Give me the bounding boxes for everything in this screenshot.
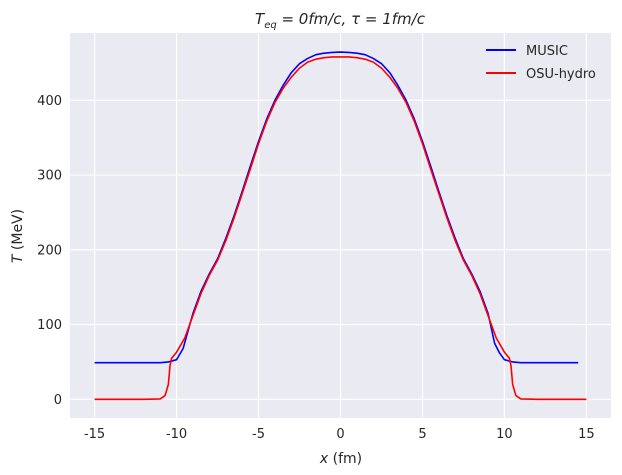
- x-tick-label: 10: [496, 427, 513, 442]
- x-axis-label: x (fm): [319, 451, 362, 467]
- x-tick-label: -5: [252, 427, 265, 442]
- x-tick-label: 0: [336, 427, 344, 442]
- y-tick-label: 400: [37, 94, 62, 109]
- y-tick-label: 300: [37, 169, 62, 184]
- x-tick-label: 5: [418, 427, 426, 442]
- y-axis-label: T (MeV): [10, 209, 26, 263]
- legend-label-music: MUSIC: [526, 44, 568, 59]
- series-lines: [94, 51, 587, 401]
- y-tick-label: 0: [54, 393, 62, 408]
- legend: MUSIC OSU-hydro: [486, 44, 596, 82]
- y-tick-label: 100: [37, 318, 62, 333]
- x-tick-label: 15: [578, 427, 595, 442]
- chart-title: Teq = 0fm/c, τ = 1fm/c: [255, 10, 426, 31]
- x-tick-label: -10: [166, 427, 187, 442]
- x-axis-ticks: -15 -10 -5 0 5 10 15: [84, 427, 595, 442]
- series-line-osu-hydro: [94, 56, 587, 401]
- x-tick-label: -15: [84, 427, 105, 442]
- legend-label-osu-hydro: OSU-hydro: [526, 67, 596, 82]
- y-tick-label: 200: [37, 243, 62, 258]
- y-axis-ticks: 0 100 200 300 400: [37, 94, 62, 408]
